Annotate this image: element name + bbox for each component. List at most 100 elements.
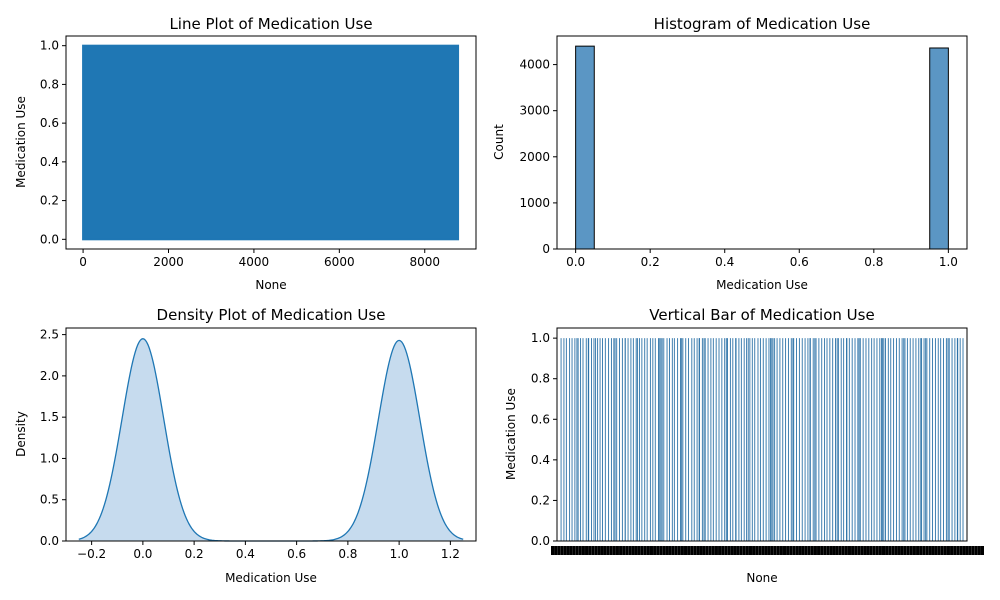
histogram-marks — [575, 45, 949, 250]
vertical-bar-x-tick-label — [693, 546, 697, 555]
vertical-bar — [621, 338, 623, 541]
vertical-bar — [858, 338, 860, 541]
vertical-bar-x-tick-label — [807, 546, 811, 555]
vertical-bar-x-tick-label — [588, 546, 592, 555]
vertical-bar — [837, 338, 839, 541]
vertical-bar — [595, 338, 597, 541]
vertical-bar-x-tick-label — [748, 546, 752, 555]
vertical-bar-x-tick-label — [835, 546, 839, 555]
vertical-bar — [868, 338, 870, 541]
vertical-bar — [669, 338, 670, 541]
vertical-bar — [677, 338, 679, 541]
vertical-bar-x-tick-label — [810, 546, 814, 555]
vertical-bar-x-tick-label — [708, 546, 712, 555]
vertical-bar-x-tick-label — [869, 546, 873, 555]
vertical-bar-x-tick-label — [619, 546, 623, 555]
vertical-bar — [871, 338, 873, 541]
vertical-bar-ylabel: Medication Use — [504, 388, 518, 480]
vertical-bar-x-tick-label — [575, 546, 579, 555]
line-plot-panel: Line Plot of Medication Use 0 2000 4000 600… — [14, 15, 477, 292]
vertical-bar-x-tick-label — [551, 546, 554, 555]
vertical-bar-x-tick-label — [622, 546, 626, 555]
vertical-bar-x-tick-label — [742, 546, 746, 555]
vertical-bar — [920, 338, 922, 541]
vertical-bar — [836, 338, 838, 541]
vertical-bar — [727, 338, 728, 541]
vertical-bar — [732, 338, 734, 541]
density-plot-x-tick-label: 1.2 — [441, 547, 460, 561]
vertical-bar — [945, 338, 947, 541]
histogram-bar — [575, 45, 595, 250]
vertical-bar-x-tick-label — [649, 546, 653, 555]
vertical-bar-x-tick-label — [779, 546, 783, 555]
vertical-bar — [591, 338, 592, 541]
vertical-bar — [904, 338, 906, 541]
vertical-bar-x-tick-label — [919, 546, 923, 555]
vertical-bar-x-tick-label — [925, 546, 929, 555]
vertical-bar — [593, 338, 595, 541]
vertical-bar-y-tick-label: 0.6 — [531, 412, 550, 426]
vertical-bar — [671, 338, 673, 541]
vertical-bar — [815, 338, 817, 541]
vertical-bar — [663, 338, 665, 541]
vertical-bar-x-tick-label — [718, 546, 722, 555]
density-plot-x-tick-label: −0.2 — [77, 547, 106, 561]
vertical-bar — [724, 338, 726, 541]
vertical-bar — [659, 338, 661, 541]
line-plot-y-tick-label: 0.6 — [40, 116, 59, 130]
vertical-bar — [859, 338, 861, 541]
density-plot-x-tick-label: 1.0 — [390, 547, 409, 561]
vertical-bar-x-tick-label — [860, 546, 864, 555]
density-plot-y-tick-label: 2.0 — [40, 369, 59, 383]
vertical-bar — [901, 338, 903, 541]
vertical-bar — [747, 338, 749, 541]
vertical-bar-x-tick-label — [600, 546, 604, 555]
vertical-bar-x-tick-label — [847, 546, 851, 555]
vertical-bar — [635, 338, 637, 541]
density-plot-ylabel: Density — [14, 411, 28, 457]
vertical-bar-y-tick-label: 0.2 — [531, 493, 550, 507]
vertical-bar-x-tick-label — [606, 546, 610, 555]
histogram-axes: 0.0 0.2 0.4 0.6 0.8 1.0 0 1000 2000 3000 4000 — [519, 58, 957, 269]
vertical-bar — [796, 338, 797, 541]
vertical-bar-x-tick-label — [770, 546, 774, 555]
vertical-bar — [685, 338, 687, 541]
vertical-bar — [735, 338, 737, 541]
vertical-bar-x-tick-label — [872, 546, 876, 555]
vertical-bar — [918, 338, 920, 541]
histogram-frame — [556, 35, 968, 250]
vertical-bar — [772, 338, 774, 541]
vertical-bar — [707, 338, 709, 541]
vertical-bar-x-tick-label — [909, 546, 913, 555]
vertical-bar — [793, 338, 795, 541]
vertical-bar-x-tick-label — [640, 546, 644, 555]
vertical-bar-x-tick-label — [817, 546, 821, 555]
density-plot-y-tick-label: 2.5 — [40, 328, 59, 342]
vertical-bar — [721, 338, 723, 541]
vertical-bar-x-tick-label — [798, 546, 802, 555]
vertical-bar-x-tick-label — [603, 546, 607, 555]
vertical-bar — [848, 338, 850, 541]
vertical-bar-x-tick-label — [956, 546, 960, 555]
histogram-x-tick-label: 0.4 — [715, 255, 734, 269]
vertical-bar — [619, 338, 620, 541]
vertical-bar-x-tick-label — [659, 546, 663, 555]
vertical-bar — [627, 338, 629, 541]
vertical-bar — [560, 338, 562, 541]
vertical-bar — [616, 338, 618, 541]
vertical-bar — [660, 338, 662, 541]
vertical-bar-x-tick-label — [943, 546, 947, 555]
density-plot-y-tick-label: 0.5 — [40, 493, 59, 507]
vertical-bar-x-tick-label — [838, 546, 842, 555]
vertical-bar — [893, 338, 895, 541]
vertical-bar — [835, 338, 836, 541]
vertical-bar — [577, 338, 579, 541]
vertical-bar-x-tick-label — [752, 546, 756, 555]
vertical-bar — [804, 338, 806, 541]
vertical-bar-x-tick-label — [795, 546, 799, 555]
vertical-bar — [807, 338, 809, 541]
vertical-bar — [962, 338, 964, 541]
vertical-bar — [636, 338, 638, 541]
vertical-bar-x-tick-label — [628, 546, 632, 555]
vertical-bar — [832, 338, 834, 541]
